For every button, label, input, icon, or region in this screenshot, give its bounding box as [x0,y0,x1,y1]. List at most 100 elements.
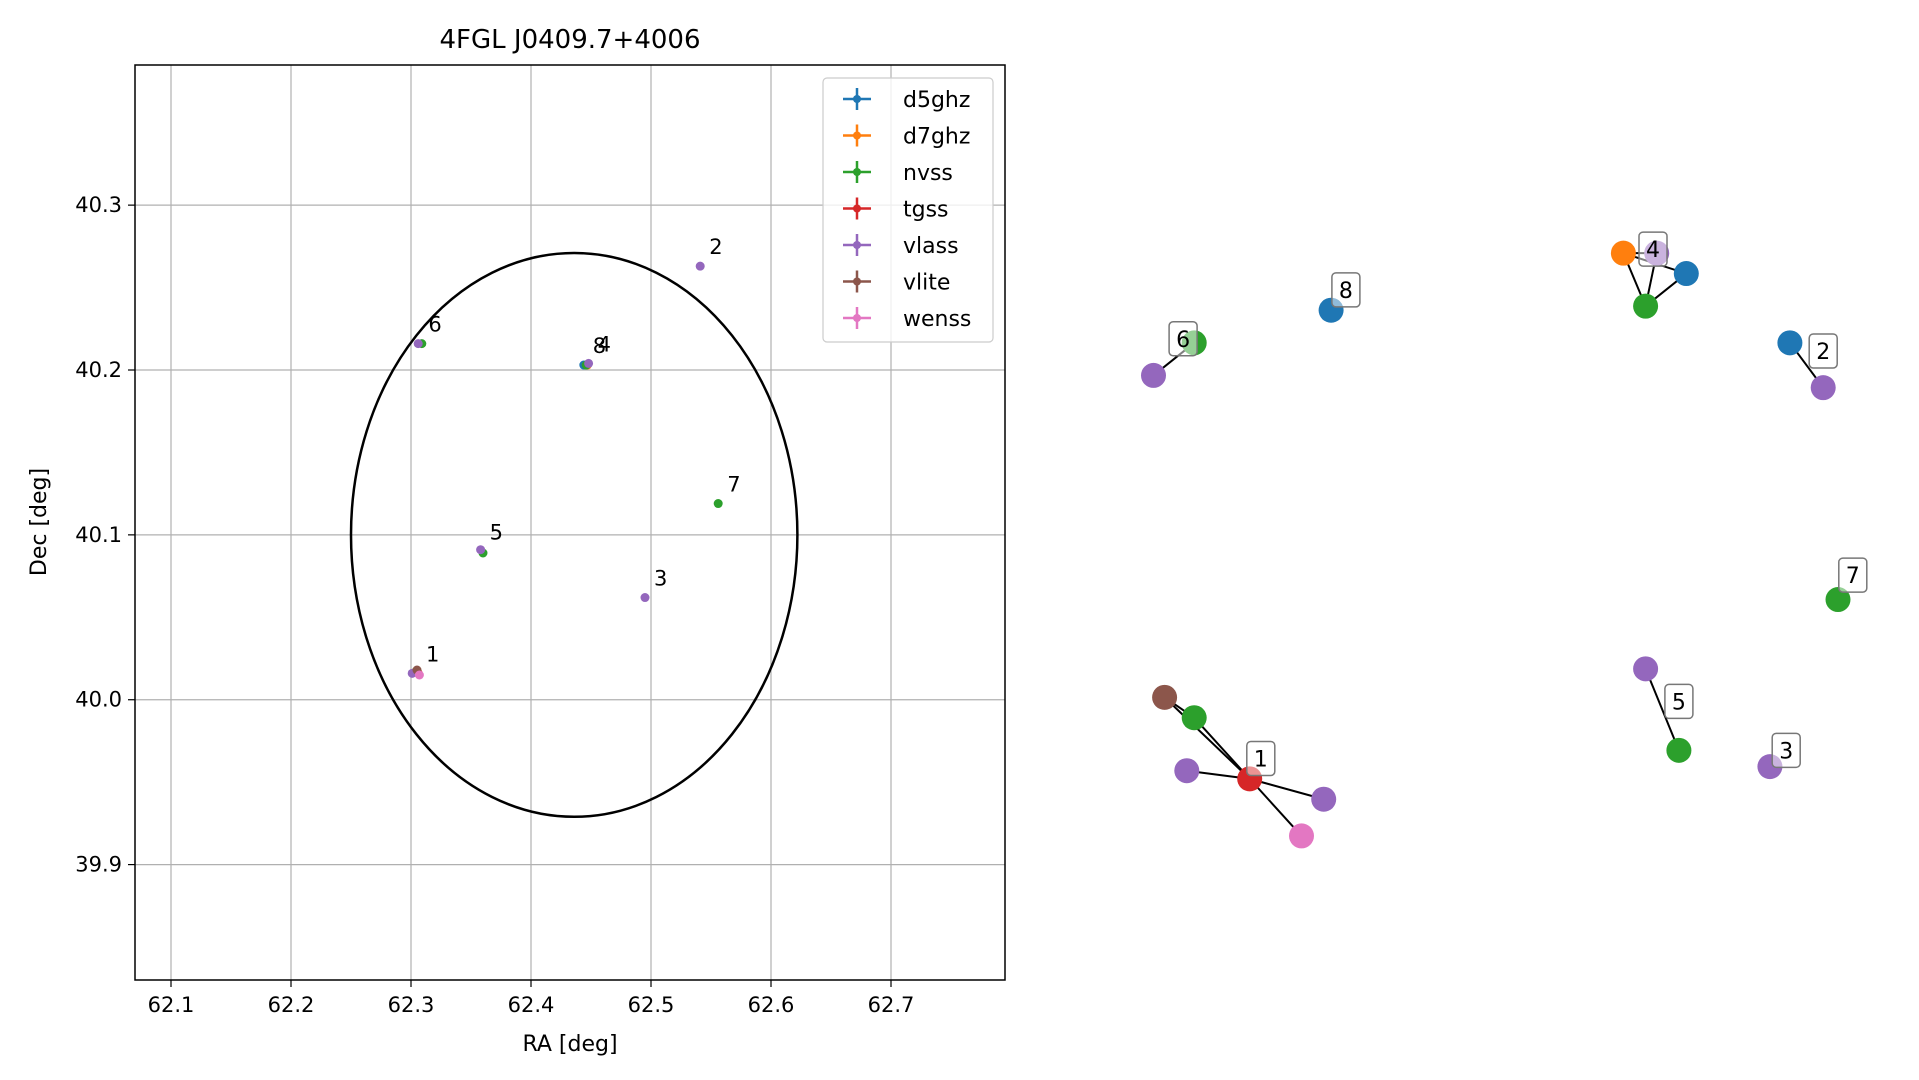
chart-title: 4FGL J0409.7+4006 [440,25,701,55]
cluster-label-box [1838,557,1868,593]
legend-label: tgss [903,198,949,223]
x-tick-label: 62.5 [628,993,675,1017]
node-nvss [1181,705,1207,731]
network-panel: 1 2 3 4 5 6 7 8 [1141,231,1868,849]
legend-marker [853,95,861,103]
legend-item-d7ghz: d7ghz [843,124,970,150]
annotation-4: 4 [598,332,611,356]
x-tick-label: 62.3 [388,993,435,1017]
y-tick-label: 40.0 [75,688,122,712]
point-annotations: 1 2 3 4 5 6 7 8 [426,235,741,666]
y-tick-label: 40.3 [75,193,122,217]
cluster-label-6: 6 [1168,321,1198,357]
legend-marker [853,241,861,249]
cluster-label-text: 7 [1846,564,1860,589]
legend-marker [853,204,861,213]
y-tick-label: 40.2 [75,358,122,382]
y-axis-label: Dec [deg] [27,468,52,576]
network-edge [1193,717,1251,780]
cluster-label-text: 5 [1672,690,1686,715]
annotation-6: 6 [428,313,441,337]
cluster-label-box [1771,732,1801,769]
node-nvss [1825,587,1851,613]
point-vlass [584,358,594,368]
x-tick-label: 62.2 [268,993,315,1017]
x-tick-label: 62.1 [148,993,195,1017]
x-axis-label: RA [deg] [522,1032,617,1057]
cluster-label-text: 3 [1779,739,1793,764]
network-labels: 1 2 3 4 5 6 7 8 [1168,231,1868,777]
x-tick-label: 62.6 [748,993,795,1017]
cluster-label-box [1808,333,1838,369]
node-nvss [1666,737,1692,763]
legend: d5ghz d7ghz nvss tgss vlass vlite wenss [822,77,994,343]
legend-item-d5ghz: d5ghz [843,88,970,113]
network-edge [1249,777,1324,801]
cluster-label-text: 8 [1339,279,1353,304]
x-tick-label: 62.7 [868,993,915,1017]
node-wenss [1289,823,1314,849]
annotation-8: 8 [593,334,606,358]
y-tick-label: 40.1 [75,523,122,547]
y-tick-label: 39.9 [75,853,122,877]
x-tick-label: 62.4 [508,993,555,1017]
cluster-label-text: 6 [1176,328,1190,353]
point-vlass [695,261,705,271]
node-d5ghz [1777,330,1803,356]
cluster-label-text: 1 [1254,747,1268,772]
node-vlass [1810,375,1836,401]
cluster-label-4: 4 [1638,231,1668,267]
x-axis-ticks: 62.1 62.2 62.3 62.4 62.5 62.6 62.7 [148,980,915,1017]
source-points [407,261,723,680]
point-nvss [713,499,723,509]
cluster-label-box [1168,321,1198,357]
grid-lines [135,65,1005,980]
legend-label: d7ghz [903,125,970,150]
cluster-label-5: 5 [1664,683,1694,720]
cluster-label-box [1638,231,1668,267]
legend-marker [853,314,861,322]
node-vlass [1311,786,1337,812]
legend-label: vlite [903,271,950,296]
y-axis-ticks: 39.9 40.0 40.1 40.2 40.3 [75,193,135,877]
cluster-label-box [1664,683,1694,720]
localization-ellipse [349,251,799,819]
annotation-5: 5 [490,520,503,544]
axes-frame [134,64,1006,981]
node-vlass [1141,362,1166,388]
legend-label: vlass [903,234,959,259]
node-vlass [1174,758,1200,784]
cluster-label-7: 7 [1838,557,1868,593]
legend-item-tgss: tgss [843,197,949,223]
legend-label: d5ghz [903,88,970,113]
legend-box [822,77,994,343]
cluster-label-text: 4 [1646,238,1660,263]
legend-item-vlass: vlass [843,234,959,259]
point-wenss [414,670,424,680]
node-vlass [1633,656,1659,682]
cluster-label-text: 2 [1816,340,1830,365]
legend-items: d5ghz d7ghz nvss tgss vlass vlite wenss [843,88,971,332]
legend-label: nvss [903,161,953,186]
node-d7ghz [1610,240,1636,266]
annotation-2: 2 [709,235,722,259]
annotation-7: 7 [727,473,740,497]
cluster-label-2: 2 [1808,333,1838,369]
network-edge [1163,696,1251,780]
annotation-3: 3 [654,567,667,591]
node-vlite [1152,684,1178,710]
annotation-1: 1 [426,642,439,666]
uncertainty-ellipse [349,251,799,819]
legend-item-nvss: nvss [843,161,953,186]
legend-item-vlite: vlite [843,270,950,296]
cluster-label-box [1246,740,1276,777]
node-d5ghz [1673,261,1699,287]
legend-item-wenss: wenss [843,307,971,332]
point-vlass [413,339,423,349]
legend-marker [853,168,861,176]
network-edge [1248,778,1303,837]
point-vlass [640,593,650,603]
cluster-label-1: 1 [1246,740,1276,777]
